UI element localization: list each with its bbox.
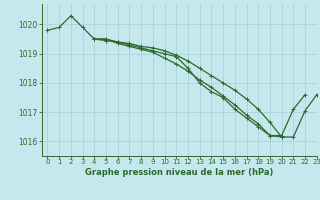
X-axis label: Graphe pression niveau de la mer (hPa): Graphe pression niveau de la mer (hPa) [85, 168, 273, 177]
